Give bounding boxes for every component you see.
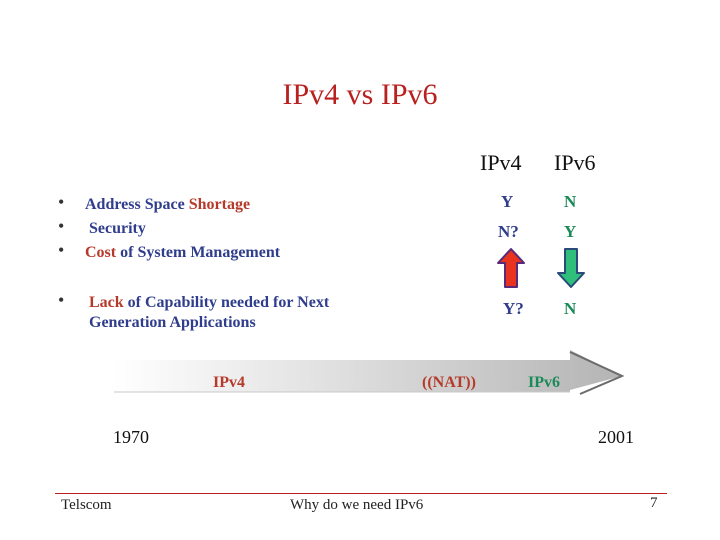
column-header-ipv6: IPv6 [554,150,596,175]
bullet-marker: • [58,216,65,236]
timeline-label-ipv4: IPv4 [213,374,245,391]
bullet-cost: Cost of System Management [85,244,280,262]
ipv4-cell: Y [501,192,514,211]
timeline-label-nat: ((NAT)) [422,374,476,391]
year-end: 2001 [598,427,634,447]
up-arrow-icon [497,248,525,288]
page-number: 7 [650,495,658,511]
ipv6-cell: Y [564,222,577,241]
ipv4-cell: N? [498,222,519,241]
bullet-text-part: Cost [85,244,121,261]
down-arrow-icon [557,248,585,288]
bullet-marker: • [58,240,65,260]
ipv6-cell: N [564,299,577,318]
column-header-ipv4: IPv4 [480,150,522,175]
footer-center-text: Why do we need IPv6 [290,497,424,513]
bullet-marker: • [58,192,65,212]
page-title: IPv4 vs IPv6 [282,78,438,111]
bullet-text-part: Lack [89,294,128,311]
bullet-marker: • [58,290,65,310]
bullet-address-space: Address Space Shortage [85,196,250,214]
bullet-text-part: Address Space [85,196,189,213]
year-start: 1970 [113,427,149,447]
bullet-text-part: Shortage [188,196,251,213]
ipv6-cell: N [564,192,577,211]
bullet-text-part: Security [89,220,146,237]
footer-divider [55,493,667,494]
bullet-continuation: Generation Applications [89,314,256,331]
bullet-lack-of-capability: Lack of Capability needed for Next [89,294,329,312]
timeline-label-ipv6: IPv6 [528,374,560,391]
bullet-security: Security [89,220,146,238]
timeline-arrow [114,350,625,395]
bullet-text-part: of System Management [120,244,281,261]
footer-left-text: Telscom [61,497,112,513]
ipv4-cell: Y? [503,299,524,318]
bullet-text-part: of Capability needed for Next [127,294,330,311]
